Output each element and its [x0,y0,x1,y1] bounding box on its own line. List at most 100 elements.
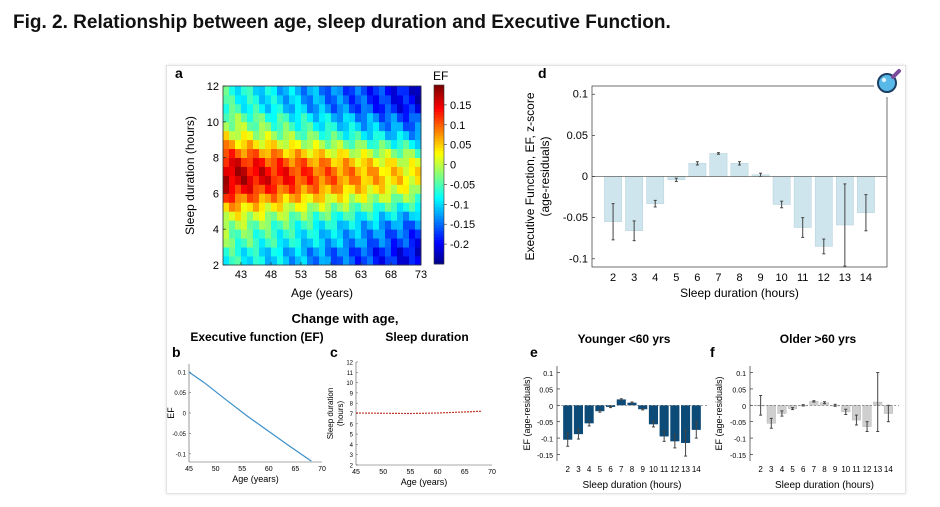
heatmap-cell [415,94,422,105]
heatmap-cell [403,112,410,123]
zoom-magnifier-icon[interactable] [874,67,904,97]
heatmap-cell [271,256,278,266]
heatmap-cell [301,166,308,176]
heatmap-cell [409,103,416,114]
heatmap-cell [373,193,380,203]
heatmap-cell [331,157,338,167]
colorbar-segment [434,132,444,137]
heatmap-cell [319,130,326,141]
heatmap-x-tick-label: 48 [265,269,277,281]
heatmap-cell [355,256,362,266]
heatmap-cell [409,211,416,221]
heatmap-cell [241,256,248,266]
panel-d-x-tick-label: 8 [736,272,742,284]
colorbar-segment [434,183,444,187]
heatmap-cell [241,86,248,96]
panel-d-x-tick-label: 3 [631,272,637,284]
colorbar-segment [434,156,444,160]
heatmap-cell [343,157,350,167]
colorbar-tick-label: -0.2 [450,239,469,251]
heatmap-cell [259,148,266,158]
colorbar-segment [434,216,444,220]
heatmap-cell [361,238,368,248]
heatmap-cell [373,94,380,105]
heatmap-cell [409,238,416,248]
heatmap-cell [259,211,266,221]
heatmap-cell [295,202,302,212]
heatmap-cell [331,86,338,96]
heatmap-cell [391,175,398,185]
colorbar-segment [434,111,444,116]
heatmap-cell [319,157,326,167]
heatmap-cell [349,103,356,114]
heatmap-cell [235,139,242,150]
heatmap-cell [355,86,362,96]
panel-c-x-tick-label: 70 [488,469,496,476]
heatmap-cell [229,211,236,221]
heatmap-cell [379,256,386,266]
heatmap-cell [319,86,326,96]
heatmap-cell [385,229,392,239]
heatmap-cell [349,202,356,212]
heatmap-cell [373,256,380,266]
panel-e-x-tick-label: 11 [660,465,669,474]
heatmap-cell [277,256,284,266]
heatmap-cell [361,130,368,141]
heatmap-cell [391,94,398,105]
heatmap-cell [313,166,320,176]
heatmap-cell [397,130,404,141]
heatmap-cell [283,148,290,158]
heatmap-cell [241,247,248,257]
panel-c-ylabel: Sleep duration [326,388,335,440]
heatmap-cell [391,157,398,167]
heatmap-cell [361,211,368,221]
heatmap-cell [301,121,308,132]
heatmap-cell [223,175,230,185]
heatmap-cell [313,103,320,114]
heatmap-cell [283,86,290,96]
heatmap-cell [271,157,278,167]
heatmap-cell [301,86,308,96]
heatmap-cell [253,94,260,105]
heatmap-cell [259,256,266,266]
heatmap-cell [343,86,350,96]
heatmap-cell [325,211,332,221]
colorbar-segment [434,144,444,149]
heatmap-cell [409,229,416,239]
colorbar-tick-label: -0.15 [450,219,475,231]
heatmap-cell [355,139,362,150]
heatmap-cell [349,86,356,96]
colorbar-segment [434,180,444,184]
heatmap-cell [409,247,416,257]
heatmap-cell [325,184,332,194]
heatmap-cell [325,193,332,203]
heatmap-cell [289,86,296,96]
heatmap-cell [223,103,230,114]
heatmap-cell [229,229,236,239]
heatmap-cell [265,112,272,123]
panel-d-x-tick-label: 12 [818,272,830,284]
heatmap-cell [307,94,314,105]
heatmap-cell [229,184,236,194]
colorbar-tick-label: -0.1 [450,199,469,211]
panel-f-y-tick-label: -0.1 [734,437,746,444]
heatmap-cell [403,220,410,230]
panel-f-ylabel: EF (age-residuals) [714,376,724,450]
colorbar-segment [434,219,444,223]
heatmap-cell [379,193,386,203]
colorbar-segment [434,117,444,122]
heatmap-y-tick-label: 8 [213,153,219,165]
heatmap-cell [259,94,266,105]
colorbar-segment [434,153,444,157]
heatmap-cell [343,220,350,230]
colorbar-tick-label: 0.15 [450,100,471,112]
panel-e-y-tick-label: -0.15 [537,453,553,460]
panel-b-x-tick-label: 60 [265,466,273,473]
heatmap-cell [415,220,422,230]
heatmap-cell [415,157,422,167]
panel-e-bar [648,405,658,425]
heatmap-cell [397,175,404,185]
panel-a-label: a [175,65,183,81]
heatmap-cell [343,139,350,150]
heatmap-cell [235,86,242,96]
